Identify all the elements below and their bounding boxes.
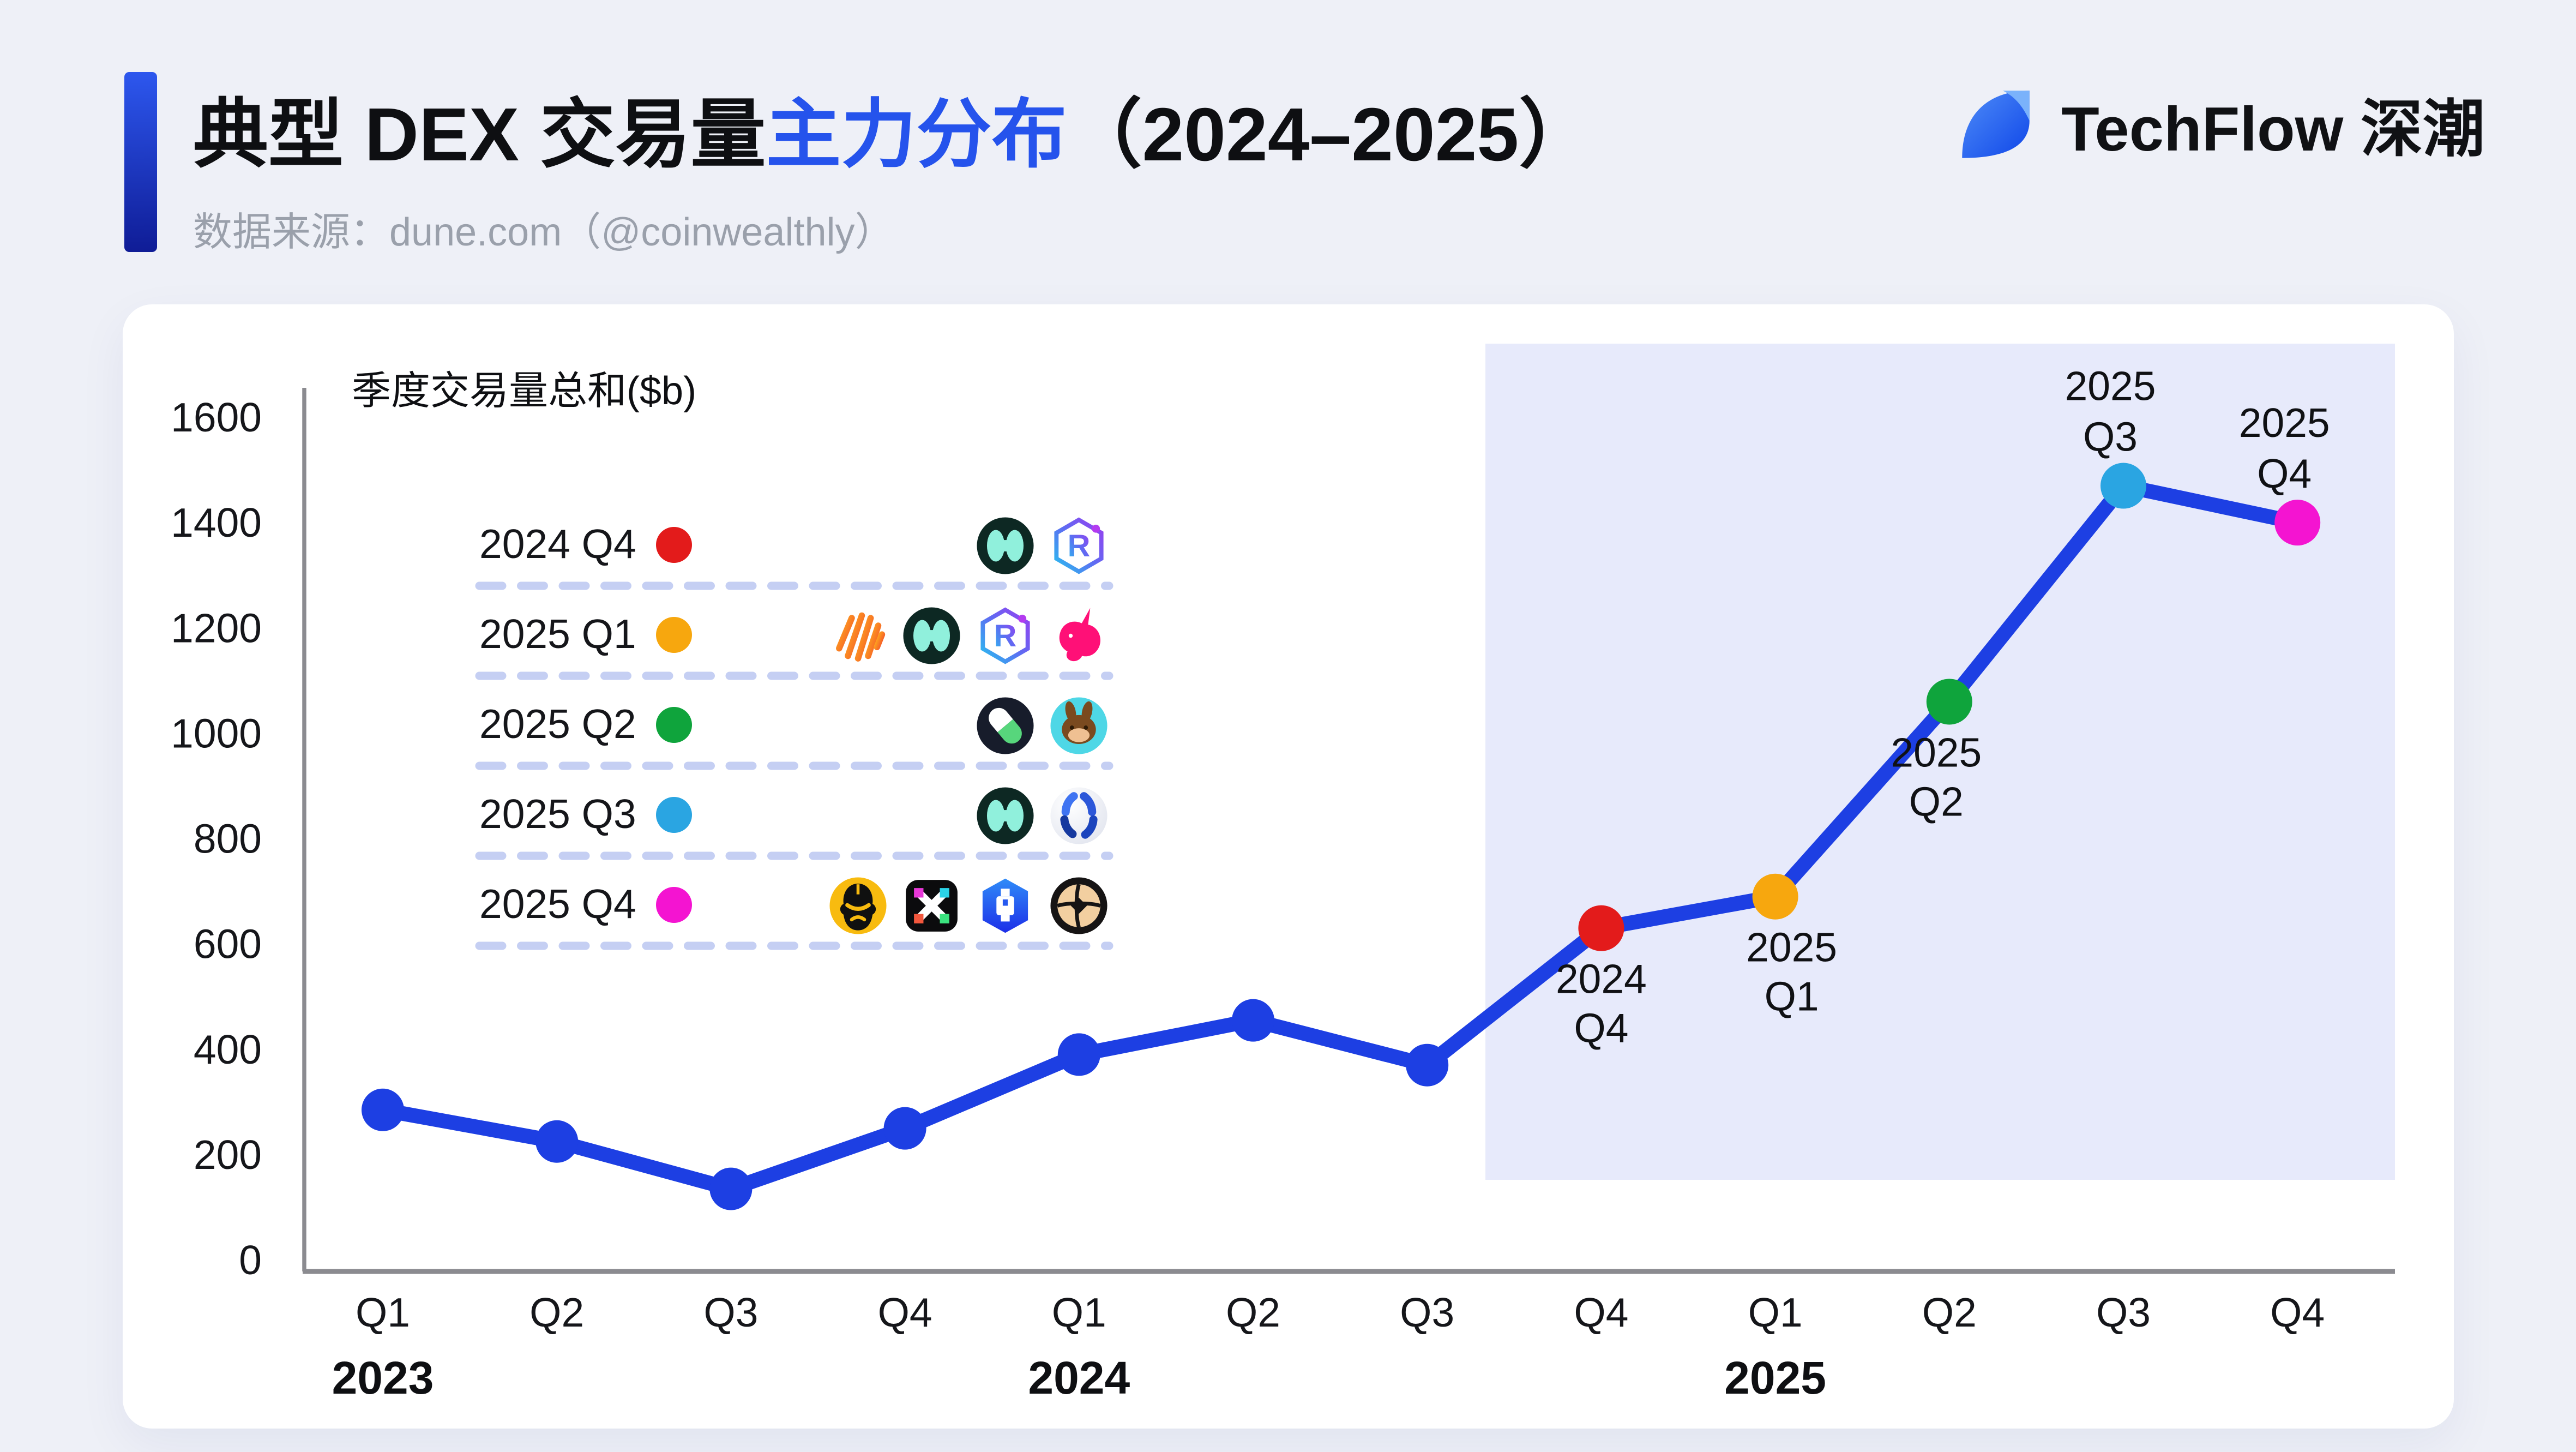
- data-point-2025-q2: [1926, 679, 1972, 725]
- legend-icon-group: [828, 875, 1109, 935]
- year-label-2023: 2023: [332, 1352, 434, 1403]
- data-point-2024-q4: [1578, 905, 1624, 951]
- legend-row-2024-q4: 2024 Q4: [479, 509, 1109, 581]
- highlight-region-2024q4-2025q4: [1485, 344, 2395, 1180]
- legend-row-label: 2024 Q4: [479, 521, 636, 567]
- brand-logo: TechFlow 深潮: [1953, 79, 2485, 169]
- y-tick-200: 200: [194, 1132, 262, 1178]
- title-accent-bar: [124, 72, 157, 252]
- data-point-2025-q3: [2100, 463, 2146, 509]
- title-part1: 典型 DEX 交易量: [193, 92, 766, 177]
- point-label-2024-q4: 2024: [1556, 956, 1647, 1002]
- brand-name: TechFlow 深潮: [2061, 97, 2485, 165]
- y-tick-0: 0: [239, 1237, 262, 1283]
- point-label-2025-q2: 2025: [1891, 729, 1982, 775]
- uniswap-icon: [1049, 605, 1109, 665]
- data-point-2024-q1: [1057, 1033, 1100, 1076]
- y-tick-800: 800: [194, 816, 262, 862]
- legend-icon-group: [828, 605, 1109, 665]
- raydium-icon: [1049, 515, 1109, 575]
- volume-line: [375, 478, 2305, 1197]
- point-label-2025-q4: 2025: [2239, 400, 2330, 446]
- x-tick-2023-q2: Q2: [529, 1289, 584, 1335]
- edgex-icon: [901, 875, 962, 935]
- x-tick-2025-q4: Q4: [2270, 1289, 2325, 1335]
- data-source-caption: 数据来源：dune.com（@coinwealthly）: [193, 211, 894, 255]
- point-label-2025-q4: Q4: [2257, 451, 2312, 496]
- point-label-2025-q2: Q2: [1909, 778, 1964, 824]
- data-point-2024-q2: [1232, 999, 1274, 1042]
- y-tick-600: 600: [194, 921, 262, 967]
- legend-color-dot: [656, 617, 692, 653]
- x-tick-2024-q1: Q1: [1052, 1289, 1106, 1335]
- legend-row-label: 2025 Q3: [479, 791, 636, 837]
- legend-row-2025-q2: 2025 Q2: [479, 689, 1109, 761]
- x-tick-2025-q2: Q2: [1922, 1289, 1977, 1335]
- x-tick-2024-q4: Q4: [1574, 1289, 1628, 1335]
- raydium-icon: [975, 605, 1036, 665]
- data-point-2023-q4: [883, 1107, 926, 1150]
- data-point-2025-q4: [2274, 500, 2321, 546]
- legend-color-dot: [656, 707, 692, 743]
- x-tick-2024-q3: Q3: [1400, 1289, 1454, 1335]
- title-accent-text: 主力分布: [766, 92, 1067, 177]
- legend-row-label: 2025 Q1: [479, 611, 636, 657]
- point-label-2025-q1: Q1: [1765, 974, 1819, 1019]
- y-tick-1600: 1600: [171, 394, 262, 440]
- lighter-icon: [975, 875, 1036, 935]
- point-label-2025-q3: 2025: [2065, 363, 2156, 409]
- legend-row-label: 2025 Q4: [479, 881, 636, 927]
- legend-row-2025-q3: 2025 Q3: [479, 779, 1109, 851]
- legend-color-dot: [656, 797, 692, 833]
- point-label-2025-q1: 2025: [1746, 925, 1837, 970]
- x-tick-2025-q3: Q3: [2096, 1289, 2151, 1335]
- pumpfun-icon: [975, 695, 1036, 755]
- grvt-icon: [1049, 785, 1109, 845]
- x-tick-2024-q2: Q2: [1226, 1289, 1280, 1335]
- data-point-2023-q3: [709, 1167, 753, 1210]
- ostium-icon: [1049, 875, 1109, 935]
- hyperliquid-icon: [975, 515, 1036, 575]
- y-tick-1400: 1400: [171, 500, 262, 545]
- aster-icon: [828, 875, 888, 935]
- x-tick-2023-q3: Q3: [703, 1289, 758, 1335]
- meteora-icon: [828, 605, 888, 665]
- chart-y-axis-title: 季度交易量总和($b): [352, 369, 696, 413]
- y-tick-1000: 1000: [171, 710, 262, 756]
- year-label-2025: 2025: [1724, 1352, 1826, 1403]
- point-label-2024-q4: Q4: [1574, 1005, 1628, 1051]
- legend-icon-group: [975, 785, 1109, 845]
- page-title: 典型 DEX 交易量主力分布（2024–2025）: [193, 75, 1594, 183]
- y-tick-1200: 1200: [171, 605, 262, 651]
- x-tick-2023-q1: Q1: [356, 1289, 410, 1335]
- year-label-2024: 2024: [1028, 1352, 1130, 1403]
- data-point-2024-q3: [1406, 1043, 1449, 1087]
- legend-icon-group: [975, 515, 1109, 575]
- legend-color-dot: [656, 887, 692, 923]
- legend-row-label: 2025 Q2: [479, 701, 636, 747]
- legend-row-2025-q1: 2025 Q1: [479, 599, 1109, 671]
- data-point-2023-q2: [535, 1120, 579, 1163]
- data-point-2023-q1: [362, 1088, 404, 1131]
- legend-row-2025-q4: 2025 Q4: [479, 869, 1109, 941]
- y-tick-400: 400: [194, 1027, 262, 1072]
- x-tick-2023-q4: Q4: [878, 1289, 932, 1335]
- x-tick-2025-q1: Q1: [1748, 1289, 1803, 1335]
- title-part2: （2024–2025）: [1067, 92, 1594, 177]
- hyperliquid-icon: [975, 785, 1036, 845]
- data-point-2025-q1: [1752, 873, 1798, 920]
- legend-icon-group: [975, 695, 1109, 755]
- techflow-leaf-icon: [1962, 89, 2030, 158]
- pancakeswap-icon: [1049, 695, 1109, 755]
- hyperliquid-icon: [901, 605, 962, 665]
- point-label-2025-q3: Q3: [2083, 414, 2138, 460]
- legend-color-dot: [656, 527, 692, 563]
